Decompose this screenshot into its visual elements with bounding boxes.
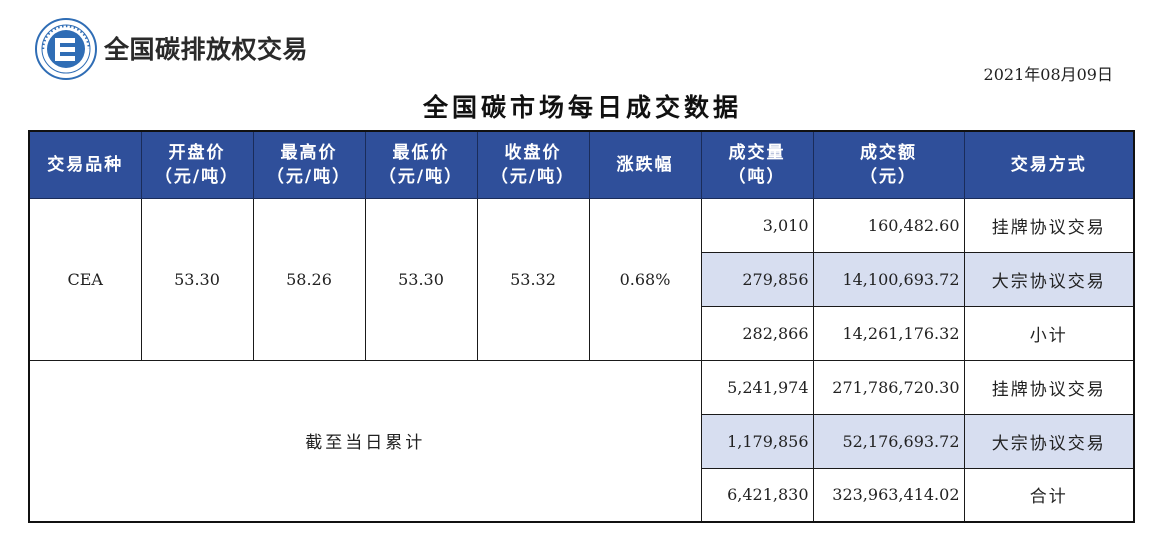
cell-mode: 合计 (963, 467, 1135, 523)
cell-volume: 282,866 (700, 305, 814, 361)
exchange-logo-icon (35, 18, 97, 80)
col-header-change: 涨跌幅 (588, 130, 702, 199)
cell-amount: 14,261,176.32 (812, 305, 965, 361)
table-row: 截至当日累计 5,241,974 271,786,720.30 挂牌协议交易 (28, 359, 1135, 523)
cell-amount: 52,176,693.72 (812, 413, 965, 469)
page-title: 全国碳市场每日成交数据 (422, 93, 742, 122)
col-header-mode: 交易方式 (963, 130, 1135, 199)
col-header-volume: 成交量 （吨） (700, 130, 814, 199)
table-row: 6,421,830 323,963,414.02 合计 (29, 467, 1135, 523)
cell-amount: 14,100,693.72 (812, 251, 965, 307)
cell-volume: 6,421,830 (700, 467, 814, 523)
cell-mode: 挂牌协议交易 (963, 197, 1135, 253)
cell-close-price: 53.32 (476, 197, 590, 361)
cell-high-price: 58.26 (252, 197, 366, 361)
cell-amount: 160,482.60 (812, 197, 965, 253)
table-row: 1,179,856 52,176,693.72 大宗协议交易 (29, 413, 1135, 469)
table-row: CEA 53.30 58.26 53.30 53.32 0.68% 3,010 … (28, 197, 1135, 361)
cell-mode: 大宗协议交易 (963, 413, 1135, 469)
cell-mode: 大宗协议交易 (963, 251, 1135, 307)
cell-amount: 271,786,720.30 (812, 359, 965, 415)
cell-volume: 279,856 (700, 251, 814, 307)
cell-change: 0.68% (588, 197, 702, 361)
cell-cumulative-label: 截至当日累计 (28, 359, 702, 523)
col-header-high: 最高价 （元/吨） (252, 130, 366, 199)
cell-amount: 323,963,414.02 (812, 467, 965, 523)
trading-data-table: 交易品种 开盘价 （元/吨） 最高价 （元/吨） 最低价 （元/吨） 收盘价 （元/吨）… (28, 130, 1135, 523)
table-header-row: 交易品种 开盘价 （元/吨） 最高价 （元/吨） 最低价 （元/吨） 收盘价 （元/吨）… (28, 130, 1135, 199)
col-header-amount: 成交额 （元） (812, 130, 965, 199)
cell-volume: 1,179,856 (700, 413, 814, 469)
col-header-low: 最低价 （元/吨） (364, 130, 478, 199)
cell-volume: 3,010 (700, 197, 814, 253)
cell-volume: 5,241,974 (700, 359, 814, 415)
table-row: 282,866 14,261,176.32 小计 (29, 305, 1135, 361)
col-header-close: 收盘价 （元/吨） (476, 130, 590, 199)
cell-mode: 小计 (963, 305, 1135, 361)
cell-product: CEA (28, 197, 142, 361)
col-header-open: 开盘价 （元/吨） (140, 130, 254, 199)
cell-open-price: 53.30 (140, 197, 254, 361)
cell-mode: 挂牌协议交易 (963, 359, 1135, 415)
report-date: 2021年08月09日 (983, 65, 1113, 84)
brand-name: 全国碳排放权交易 (104, 35, 309, 64)
col-header-product: 交易品种 (28, 130, 142, 199)
cell-low-price: 53.30 (364, 197, 478, 361)
